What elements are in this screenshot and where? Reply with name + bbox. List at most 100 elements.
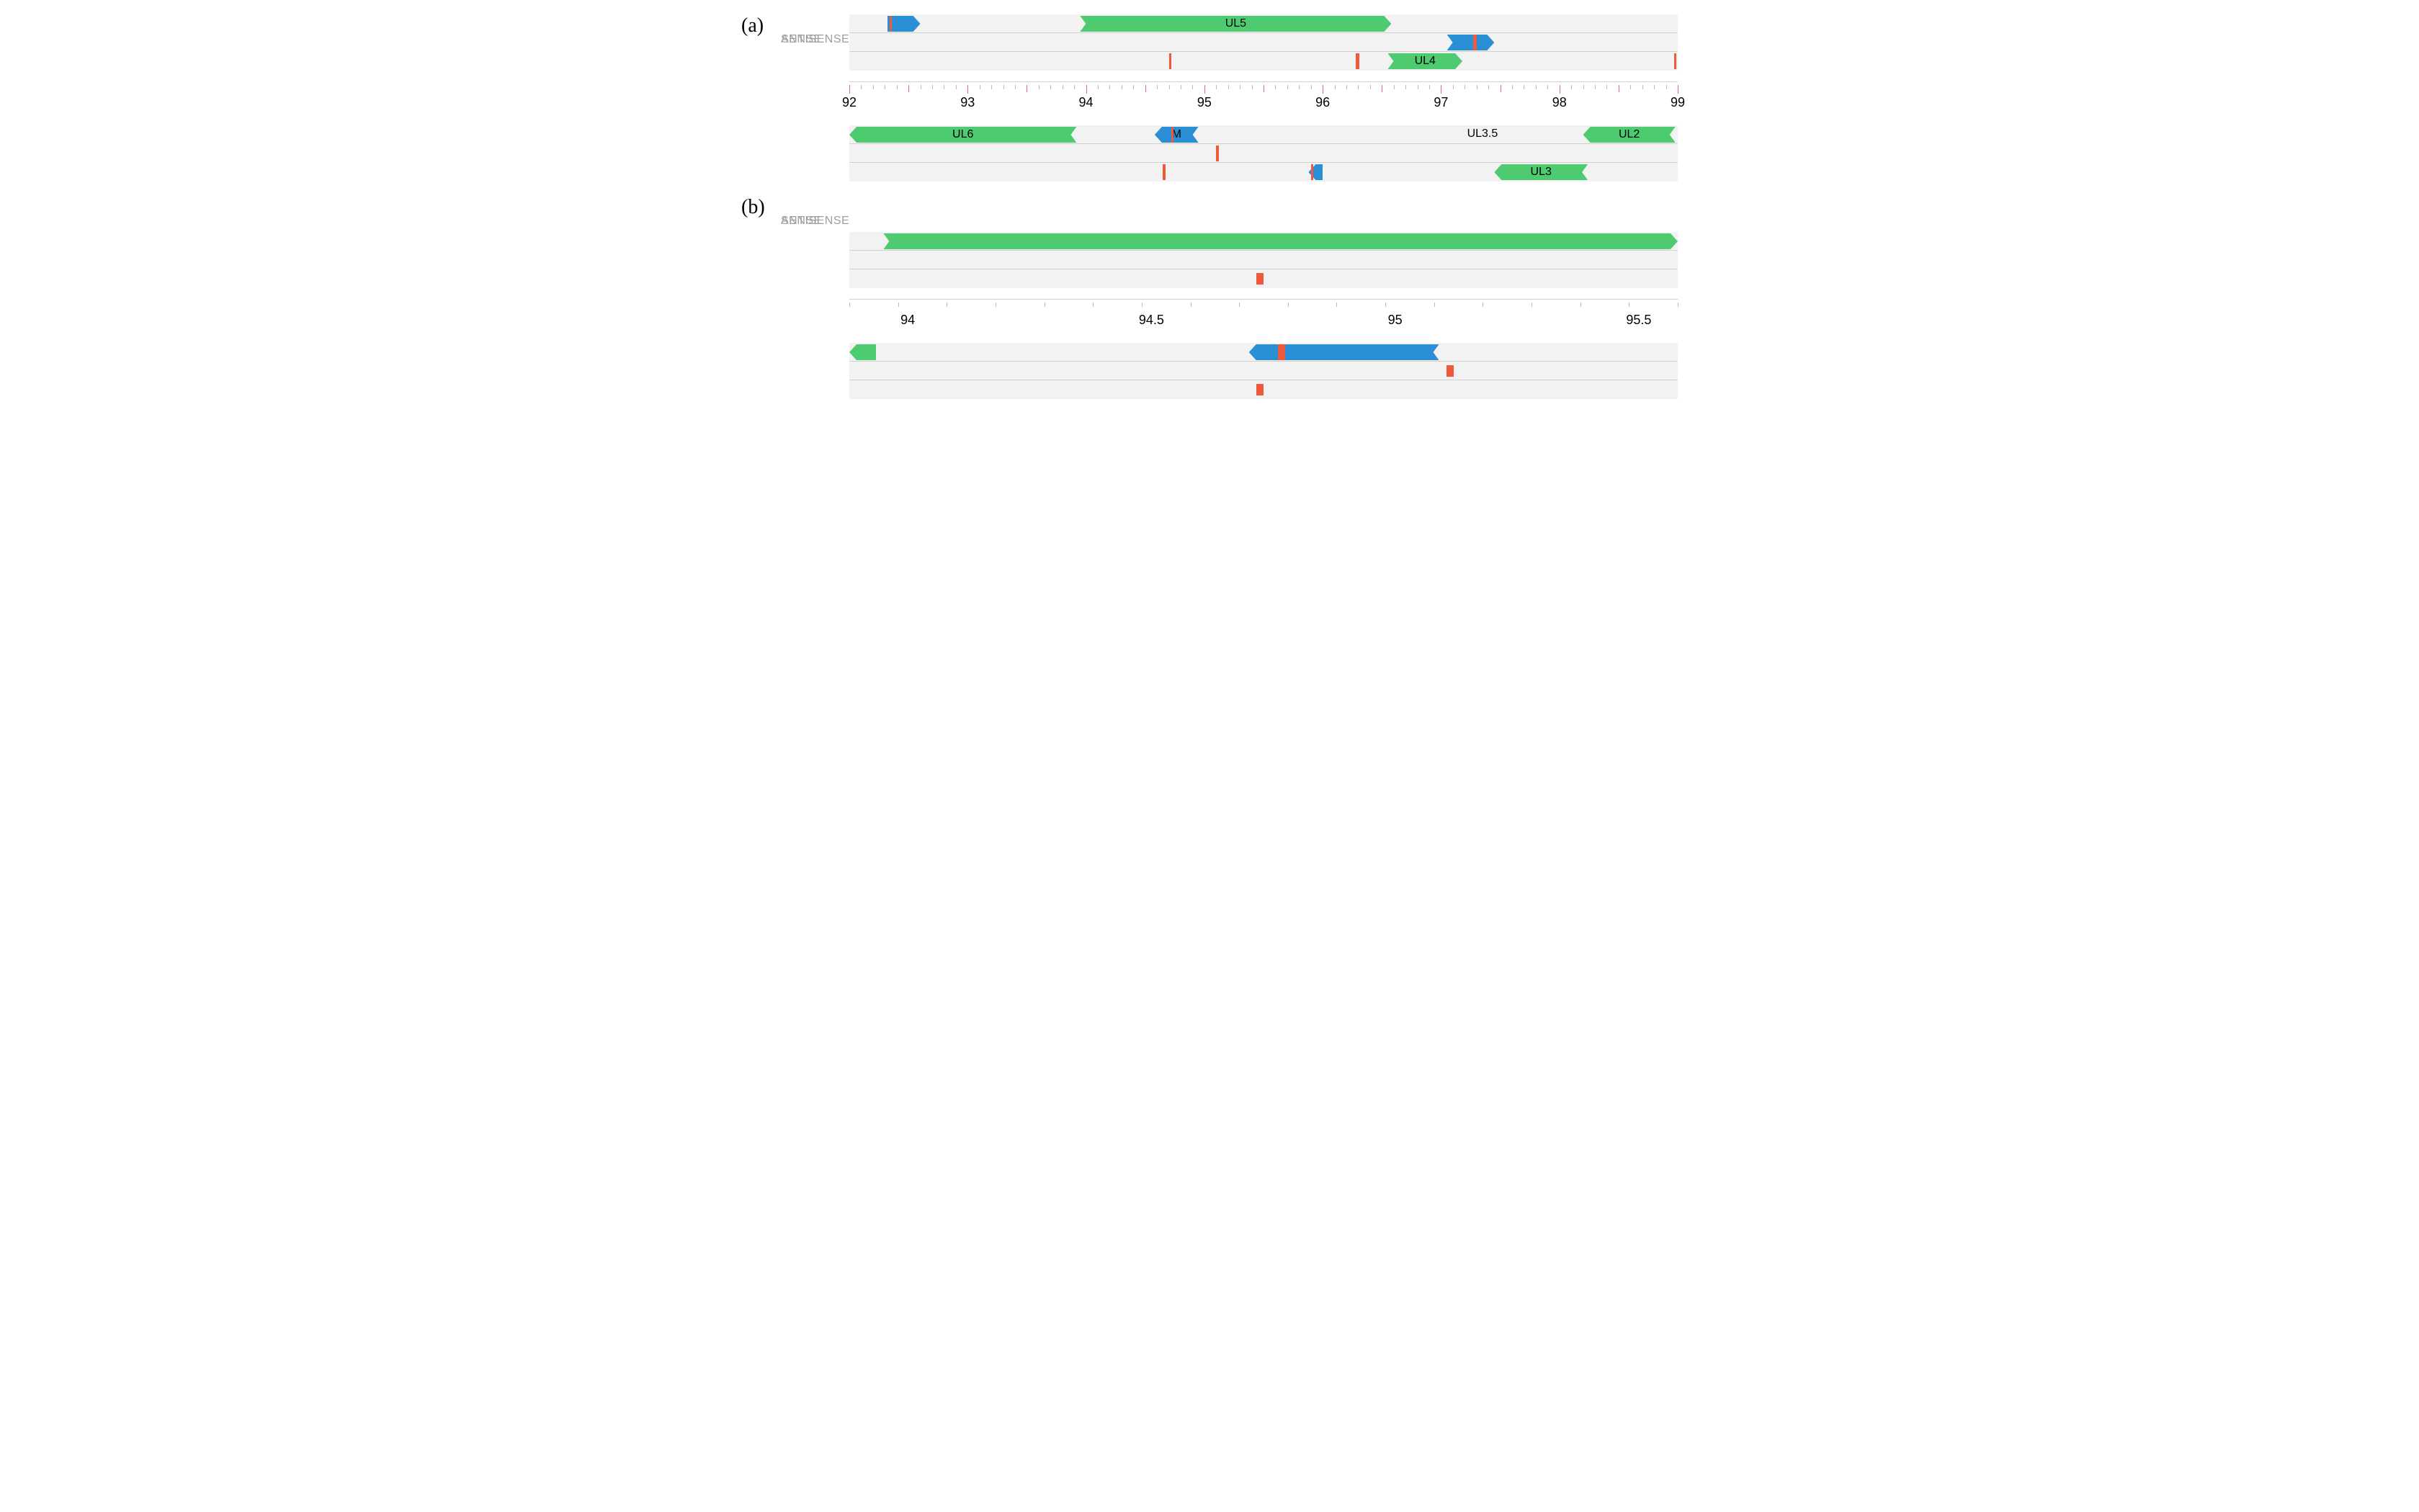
green-sliver [849,344,876,360]
axis-tick-label: 93 [960,95,975,110]
panel-b: (b) SENSE UL5 9494.59595.5 ANTISENSE M [741,196,1678,399]
axis-tick [1580,303,1581,307]
marker [1473,35,1477,50]
UL5-b [883,233,1678,249]
axis-tick [1311,85,1312,89]
panel-b-label: (b) [741,196,765,219]
axis-tick [1228,85,1229,89]
axis-tick-label: 92 [842,95,857,110]
axis-tick [1536,85,1537,89]
marker [1447,365,1454,377]
axis-tick [1429,85,1430,89]
M-a: M [1155,127,1199,143]
axis-tick [1145,85,1146,92]
axis-tick-label: 97 [1434,95,1448,110]
axis-tick [1015,85,1016,89]
axis-tick [1157,85,1158,89]
axis-tick [1093,303,1094,307]
axis-tick-label: 98 [1552,95,1567,110]
divider-b [849,299,1678,300]
panel-a-plot: SENSE UL5UL4 9293949596979899 ANTISENSE … [849,14,1678,182]
axis-tick [1654,85,1655,89]
axis-tick [1512,85,1513,89]
axis-tick [1394,85,1395,89]
axis-tick [1287,85,1288,89]
panel-a-label: (a) [741,14,764,37]
axis-tick [932,85,933,89]
axis-tick [1133,85,1134,89]
axis-tick [1142,303,1143,307]
track: UL4 [849,52,1678,71]
axis-b: 9494.59595.5 [849,303,1678,339]
UL4: UL4 [1388,53,1463,69]
axis-tick [873,85,874,89]
axis-tick-label: 95 [1388,313,1403,328]
axis-tick [1216,85,1217,89]
marker [890,16,892,32]
marker [1256,273,1264,285]
axis-tick [898,303,899,307]
axis-tick [1405,85,1406,89]
track [849,362,1678,380]
marker [1674,53,1676,69]
axis-tick [1239,303,1240,307]
axis-tick [1050,85,1051,89]
axis-tick [1606,85,1607,89]
axis-tick [1385,303,1386,307]
track [849,33,1678,52]
track [849,269,1678,288]
axis-tick [1336,303,1337,307]
track: UL6MUL2UL3.5 [849,125,1678,144]
track [849,380,1678,399]
axis-tick [1299,85,1300,89]
marker [1278,344,1285,360]
axis-a: 9293949596979899 [849,85,1678,121]
panel-b-sense: SENSE UL5 [849,232,1678,288]
axis-tick [849,85,850,94]
track: UL5 [849,232,1678,251]
axis-tick [1583,85,1584,89]
axis-tick [1434,303,1435,307]
sense-blue-1 [887,16,921,32]
axis-tick [897,85,898,89]
axis-tick-label: 94 [1079,95,1094,110]
marker [1311,164,1313,180]
axis-tick [1275,85,1276,89]
axis-tick [861,85,862,89]
axis-tick-label: 99 [1671,95,1685,110]
axis-tick [1358,85,1359,89]
axis-tick [1453,85,1454,89]
track [849,144,1678,163]
floating-label: UL3.5 [1467,128,1498,140]
axis-tick [1098,85,1099,89]
antisense-label-b: ANTISENSE [781,215,849,228]
axis-tick [1204,85,1205,94]
axis-tick [956,85,957,89]
axis-tick-label: 95 [1197,95,1212,110]
axis-tick [1252,85,1253,89]
track: UL3 [849,163,1678,182]
panel-a-sense: SENSE UL5UL4 [849,14,1678,71]
antisense-label-a: ANTISENSE [781,33,849,46]
axis-tick [908,85,909,92]
axis-tick [1169,85,1170,89]
track: UL5 [849,14,1678,33]
axis-tick [1571,85,1572,89]
M-b [1249,344,1439,360]
axis-tick-label: 94.5 [1139,313,1164,328]
axis-tick [1074,85,1075,89]
marker [1356,53,1359,69]
track [849,251,1678,269]
axis-tick [1003,85,1004,89]
marker [1256,384,1264,395]
axis-tick [1109,85,1110,89]
marker [1163,164,1165,180]
panel-a: (a) SENSE UL5UL4 9293949596979899 ANTISE… [741,14,1678,182]
panel-a-antisense: ANTISENSE UL6MUL2UL3.5UL3 [849,125,1678,182]
axis-tick [1288,303,1289,307]
axis-tick [1335,85,1336,89]
figure: (a) SENSE UL5UL4 9293949596979899 ANTISE… [741,14,1678,399]
axis-tick [1630,85,1631,89]
axis-tick [1086,85,1087,94]
axis-tick [849,303,850,307]
